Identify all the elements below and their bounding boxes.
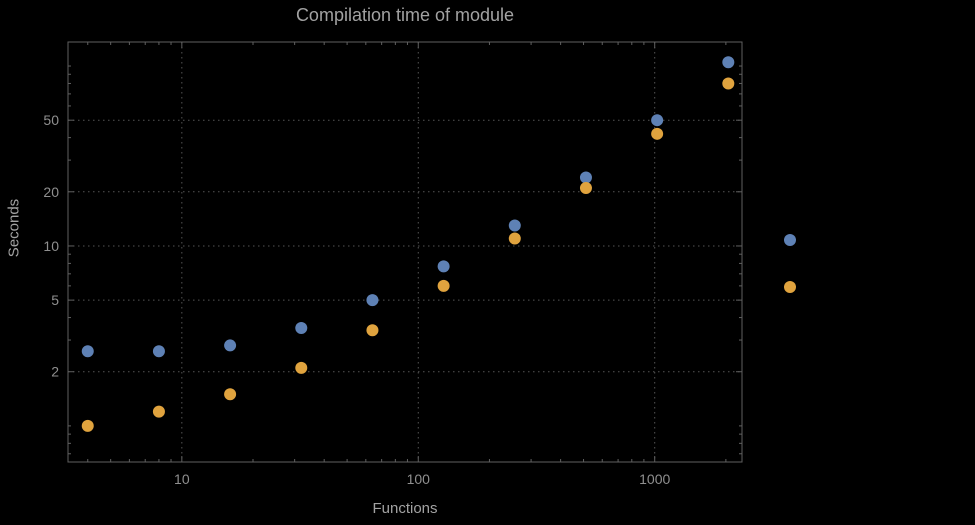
chart-title: Compilation time of module — [295, 5, 515, 25]
plot-frame — [67, 41, 743, 463]
legend-marker-series-2 — [784, 281, 796, 293]
data-point-series-1 — [81, 345, 94, 358]
data-point-series-1 — [224, 339, 237, 352]
y-tick-label: 10 — [43, 238, 59, 254]
y-axis-label: Seconds — [5, 198, 23, 258]
data-point-series-1 — [579, 171, 592, 184]
data-point-series-1 — [366, 294, 379, 307]
x-tick-label: 10 — [174, 471, 190, 487]
y-tick-label: 5 — [51, 292, 59, 308]
x-tick-label: 1000 — [639, 471, 670, 487]
x-tick-label: 100 — [407, 471, 431, 487]
data-point-series-2 — [295, 361, 308, 374]
data-point-series-2 — [224, 388, 237, 401]
data-point-series-1 — [651, 114, 664, 127]
x-axis-label: Functions — [372, 500, 438, 517]
data-point-series-1 — [295, 321, 308, 334]
y-tick-label: 50 — [43, 112, 59, 128]
y-tick-label: 2 — [51, 364, 59, 380]
data-point-series-1 — [437, 260, 450, 273]
data-point-series-2 — [579, 181, 592, 194]
data-point-series-1 — [508, 219, 521, 232]
data-point-series-2 — [366, 324, 379, 337]
data-point-series-2 — [722, 77, 735, 90]
data-point-series-2 — [651, 127, 664, 140]
data-point-series-2 — [437, 279, 450, 292]
data-point-series-2 — [152, 405, 165, 418]
y-tick-label: 20 — [43, 184, 59, 200]
data-point-series-2 — [508, 232, 521, 245]
data-point-series-1 — [722, 56, 735, 69]
data-point-series-1 — [152, 345, 165, 358]
data-point-series-2 — [81, 419, 94, 432]
legend-marker-series-1 — [784, 234, 796, 246]
